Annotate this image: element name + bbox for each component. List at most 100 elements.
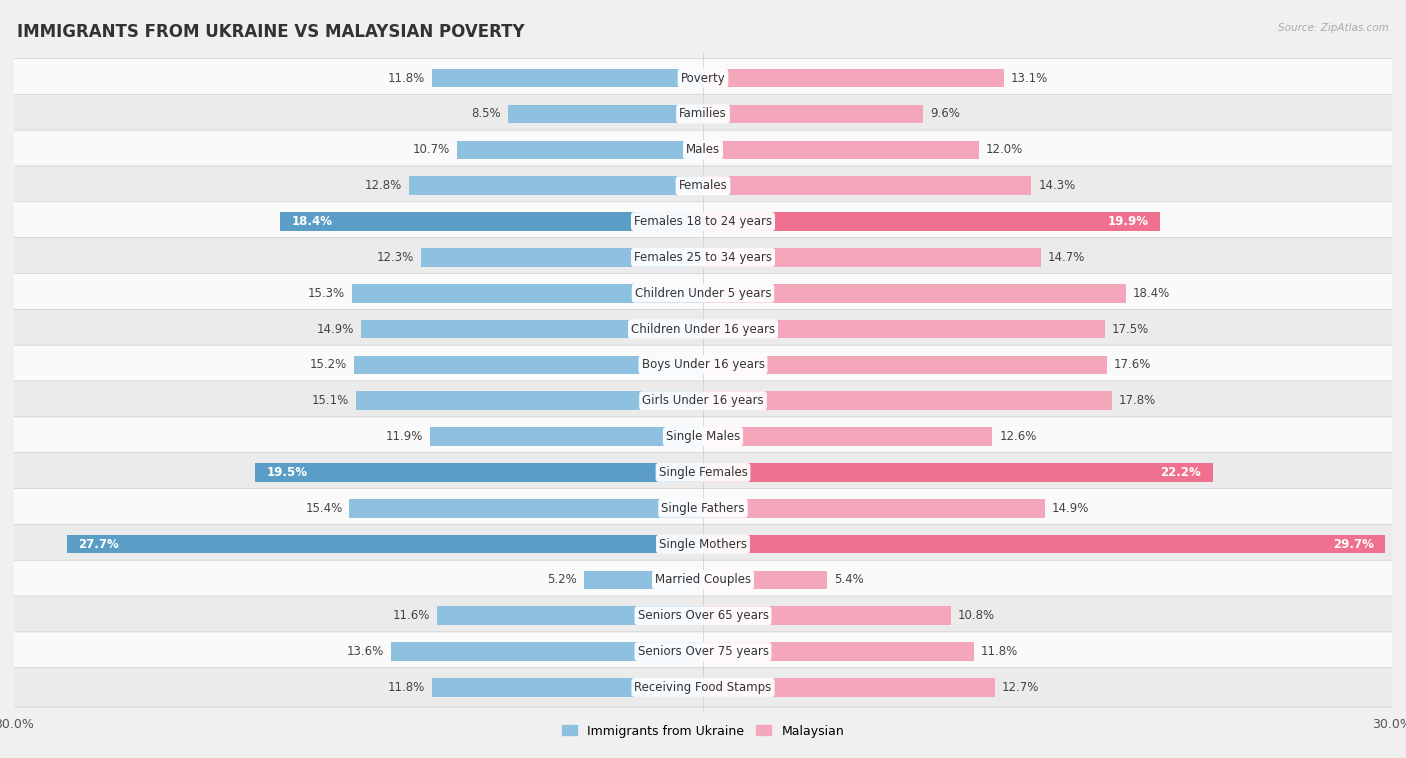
Text: 14.3%: 14.3% [1038,179,1076,193]
Text: 11.8%: 11.8% [388,72,425,85]
Text: Females 25 to 34 years: Females 25 to 34 years [634,251,772,264]
Bar [703,212,1160,231]
Text: Females 18 to 24 years: Females 18 to 24 years [634,215,772,228]
FancyBboxPatch shape [1,238,1405,277]
Bar [703,69,1004,87]
Bar [703,606,950,625]
Bar [703,283,1126,302]
Text: 18.4%: 18.4% [292,215,333,228]
Text: Females: Females [679,179,727,193]
Text: 14.9%: 14.9% [1052,502,1090,515]
Text: 8.5%: 8.5% [471,108,501,121]
Text: 15.2%: 15.2% [309,359,347,371]
FancyBboxPatch shape [1,130,1405,170]
Text: 19.9%: 19.9% [1108,215,1149,228]
Text: 11.9%: 11.9% [385,430,423,443]
FancyBboxPatch shape [1,58,1405,98]
Bar [703,248,1040,267]
FancyBboxPatch shape [1,381,1405,421]
Bar [703,499,1045,518]
Bar [703,678,994,697]
Bar [703,463,1213,482]
Bar [583,571,703,589]
Text: Married Couples: Married Couples [655,573,751,587]
FancyBboxPatch shape [1,345,1405,384]
Text: 12.0%: 12.0% [986,143,1022,156]
Text: 29.7%: 29.7% [1333,537,1374,550]
Text: 10.8%: 10.8% [957,609,995,622]
Bar [361,320,703,338]
Text: 11.6%: 11.6% [392,609,430,622]
Text: Source: ZipAtlas.com: Source: ZipAtlas.com [1278,23,1389,33]
Bar [432,69,703,87]
FancyBboxPatch shape [1,560,1405,600]
Bar [409,177,703,195]
Text: Girls Under 16 years: Girls Under 16 years [643,394,763,407]
Text: Single Mothers: Single Mothers [659,537,747,550]
Bar [703,356,1107,374]
Text: Single Females: Single Females [658,466,748,479]
Text: IMMIGRANTS FROM UKRAINE VS MALAYSIAN POVERTY: IMMIGRANTS FROM UKRAINE VS MALAYSIAN POV… [17,23,524,41]
FancyBboxPatch shape [1,202,1405,241]
Text: Receiving Food Stamps: Receiving Food Stamps [634,681,772,694]
FancyBboxPatch shape [1,274,1405,313]
Text: 11.8%: 11.8% [981,645,1018,658]
Bar [432,678,703,697]
Text: Seniors Over 65 years: Seniors Over 65 years [637,609,769,622]
Bar [437,606,703,625]
Text: 14.9%: 14.9% [316,323,354,336]
Bar [703,534,1385,553]
Bar [256,463,703,482]
Legend: Immigrants from Ukraine, Malaysian: Immigrants from Ukraine, Malaysian [557,719,849,743]
Bar [420,248,703,267]
FancyBboxPatch shape [1,309,1405,349]
FancyBboxPatch shape [1,596,1405,635]
Text: Families: Families [679,108,727,121]
Text: Boys Under 16 years: Boys Under 16 years [641,359,765,371]
Bar [703,571,827,589]
Text: 27.7%: 27.7% [79,537,120,550]
Bar [703,428,993,446]
FancyBboxPatch shape [1,166,1405,205]
Text: 10.7%: 10.7% [413,143,450,156]
Text: 15.3%: 15.3% [308,287,344,299]
Text: 15.1%: 15.1% [312,394,349,407]
Text: 17.6%: 17.6% [1114,359,1152,371]
Bar [349,499,703,518]
FancyBboxPatch shape [1,453,1405,492]
FancyBboxPatch shape [1,94,1405,133]
Text: 14.7%: 14.7% [1047,251,1085,264]
FancyBboxPatch shape [1,668,1405,707]
Text: Single Males: Single Males [666,430,740,443]
Bar [356,391,703,410]
Bar [391,642,703,661]
FancyBboxPatch shape [1,417,1405,456]
Text: 11.8%: 11.8% [388,681,425,694]
Text: 17.8%: 17.8% [1119,394,1156,407]
Text: 5.2%: 5.2% [547,573,576,587]
Text: 12.7%: 12.7% [1001,681,1039,694]
FancyBboxPatch shape [1,488,1405,528]
Text: Seniors Over 75 years: Seniors Over 75 years [637,645,769,658]
Bar [430,428,703,446]
Text: Single Fathers: Single Fathers [661,502,745,515]
Bar [703,320,1105,338]
Text: 13.6%: 13.6% [346,645,384,658]
Bar [280,212,703,231]
Text: 19.5%: 19.5% [267,466,308,479]
Text: 13.1%: 13.1% [1011,72,1047,85]
Bar [703,105,924,124]
Text: Males: Males [686,143,720,156]
Text: 5.4%: 5.4% [834,573,863,587]
Bar [703,391,1112,410]
Bar [703,177,1032,195]
Text: 9.6%: 9.6% [931,108,960,121]
Bar [703,642,974,661]
Text: 18.4%: 18.4% [1132,287,1170,299]
Text: 22.2%: 22.2% [1160,466,1201,479]
Text: Children Under 16 years: Children Under 16 years [631,323,775,336]
Bar [354,356,703,374]
Bar [703,140,979,159]
Text: Poverty: Poverty [681,72,725,85]
Text: 12.6%: 12.6% [1000,430,1036,443]
